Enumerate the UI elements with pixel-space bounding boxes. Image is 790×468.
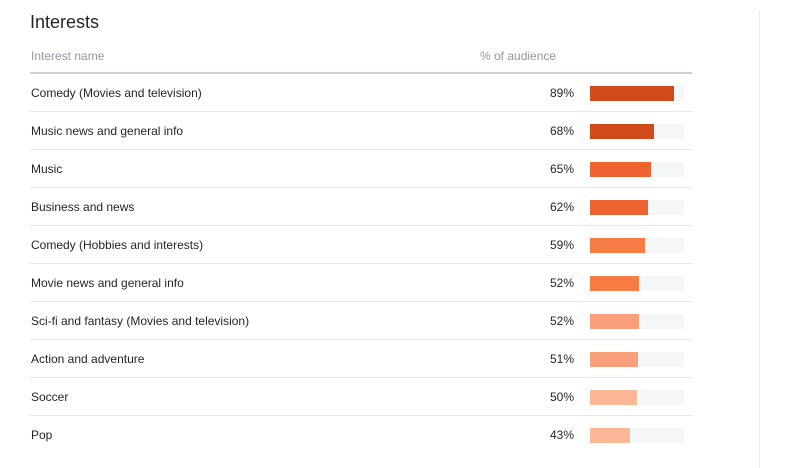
interests-table: Comedy (Movies and television) 89% Music n… bbox=[30, 74, 692, 454]
bar bbox=[590, 238, 645, 253]
interest-name: Action and adventure bbox=[31, 352, 145, 366]
percent-label: 62% bbox=[549, 200, 574, 214]
interest-name: Movie news and general info bbox=[31, 276, 184, 290]
table-row: Pop 43% bbox=[30, 416, 692, 454]
percent-label: 59% bbox=[549, 238, 574, 252]
table-row: Music 65% bbox=[30, 150, 692, 188]
column-header-interest-name: Interest name bbox=[31, 49, 105, 63]
bar bbox=[590, 352, 638, 367]
table-header: Interest name % of audience bbox=[30, 46, 692, 74]
bar bbox=[590, 276, 639, 291]
column-header-percent-audience: % of audience bbox=[480, 49, 557, 63]
percent-label: 65% bbox=[549, 162, 574, 176]
interest-name: Comedy (Hobbies and interests) bbox=[31, 238, 204, 252]
percent-label: 52% bbox=[549, 276, 574, 290]
percent-label: 68% bbox=[549, 124, 574, 138]
bar bbox=[590, 124, 654, 139]
table-row: Movie news and general info 52% bbox=[30, 264, 692, 302]
table-row: Comedy (Movies and television) 89% bbox=[30, 74, 692, 112]
bar-track bbox=[590, 428, 684, 443]
interest-name: Music bbox=[31, 162, 63, 176]
interest-name: Music news and general info bbox=[31, 124, 184, 138]
bar bbox=[590, 314, 639, 329]
panel-divider bbox=[759, 10, 760, 468]
bar-track bbox=[590, 238, 684, 253]
bar bbox=[590, 428, 630, 443]
interests-panel: Interests Interest name % of audience Co… bbox=[30, 12, 692, 454]
interest-name: Business and news bbox=[31, 200, 135, 214]
table-row: Comedy (Hobbies and interests) 59% bbox=[30, 226, 692, 264]
bar-track bbox=[590, 200, 684, 215]
percent-label: 51% bbox=[549, 352, 574, 366]
bar-track bbox=[590, 352, 684, 367]
interest-name: Pop bbox=[31, 428, 53, 442]
table-row: Business and news 62% bbox=[30, 188, 692, 226]
percent-label: 89% bbox=[549, 86, 574, 100]
interest-name: Soccer bbox=[31, 390, 69, 404]
table-row: Soccer 50% bbox=[30, 378, 692, 416]
bar bbox=[590, 162, 651, 177]
bar bbox=[590, 200, 648, 215]
percent-label: 50% bbox=[549, 390, 574, 404]
percent-label: 43% bbox=[549, 428, 574, 442]
bar-track bbox=[590, 86, 684, 101]
bar-track bbox=[590, 162, 684, 177]
interest-name: Comedy (Movies and television) bbox=[31, 86, 202, 100]
bar-track bbox=[590, 124, 684, 139]
percent-label: 52% bbox=[549, 314, 574, 328]
table-row: Sci-fi and fantasy (Movies and televisio… bbox=[30, 302, 692, 340]
bar-track bbox=[590, 314, 684, 329]
bar bbox=[590, 390, 637, 405]
bar-track bbox=[590, 276, 684, 291]
table-row: Action and adventure 51% bbox=[30, 340, 692, 378]
interest-name: Sci-fi and fantasy (Movies and televisio… bbox=[31, 314, 250, 328]
bar bbox=[590, 86, 674, 101]
panel-title: Interests bbox=[30, 12, 100, 32]
bar-track bbox=[590, 390, 684, 405]
table-row: Music news and general info 68% bbox=[30, 112, 692, 150]
